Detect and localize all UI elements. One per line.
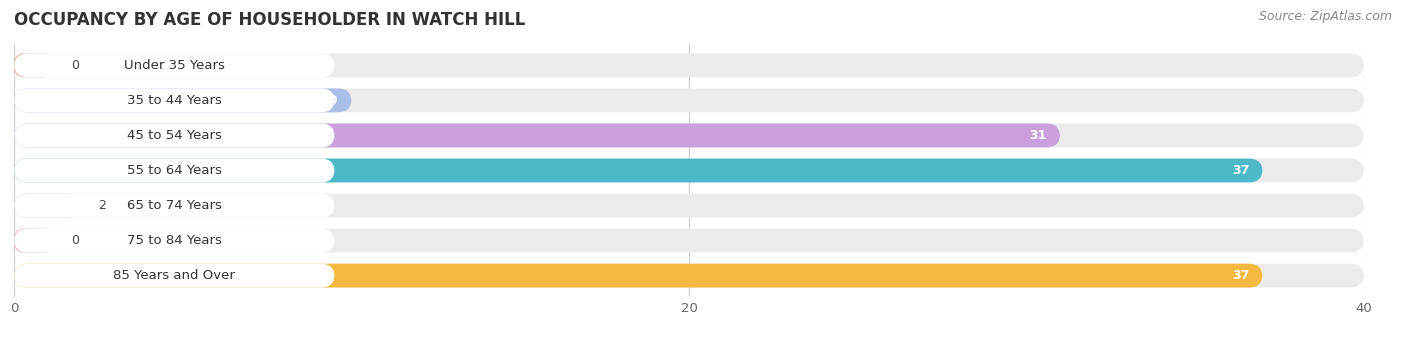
FancyBboxPatch shape [14, 229, 55, 252]
FancyBboxPatch shape [14, 88, 1364, 112]
Text: 37: 37 [1232, 164, 1249, 177]
Text: 2: 2 [98, 199, 107, 212]
FancyBboxPatch shape [14, 264, 1263, 287]
FancyBboxPatch shape [14, 264, 335, 287]
Text: 65 to 74 Years: 65 to 74 Years [127, 199, 222, 212]
FancyBboxPatch shape [14, 229, 335, 252]
Text: OCCUPANCY BY AGE OF HOUSEHOLDER IN WATCH HILL: OCCUPANCY BY AGE OF HOUSEHOLDER IN WATCH… [14, 11, 526, 29]
Text: 0: 0 [72, 234, 79, 247]
FancyBboxPatch shape [14, 264, 1364, 287]
Text: 45 to 54 Years: 45 to 54 Years [127, 129, 222, 142]
FancyBboxPatch shape [14, 229, 1364, 252]
FancyBboxPatch shape [14, 194, 335, 218]
Text: 55 to 64 Years: 55 to 64 Years [127, 164, 222, 177]
Text: 31: 31 [1029, 129, 1046, 142]
Text: Source: ZipAtlas.com: Source: ZipAtlas.com [1258, 10, 1392, 23]
Text: 0: 0 [72, 59, 79, 72]
Text: 75 to 84 Years: 75 to 84 Years [127, 234, 222, 247]
Text: 10: 10 [321, 94, 337, 107]
FancyBboxPatch shape [14, 194, 82, 218]
FancyBboxPatch shape [14, 159, 335, 182]
Text: Under 35 Years: Under 35 Years [124, 59, 225, 72]
FancyBboxPatch shape [14, 123, 1364, 147]
FancyBboxPatch shape [14, 159, 1263, 182]
FancyBboxPatch shape [14, 159, 1364, 182]
FancyBboxPatch shape [14, 88, 335, 112]
FancyBboxPatch shape [14, 194, 1364, 218]
Text: 85 Years and Over: 85 Years and Over [114, 269, 235, 282]
FancyBboxPatch shape [14, 54, 55, 77]
Text: 35 to 44 Years: 35 to 44 Years [127, 94, 222, 107]
FancyBboxPatch shape [14, 123, 335, 147]
FancyBboxPatch shape [14, 88, 352, 112]
FancyBboxPatch shape [14, 54, 1364, 77]
FancyBboxPatch shape [14, 54, 335, 77]
FancyBboxPatch shape [14, 123, 1060, 147]
Text: 37: 37 [1232, 269, 1249, 282]
